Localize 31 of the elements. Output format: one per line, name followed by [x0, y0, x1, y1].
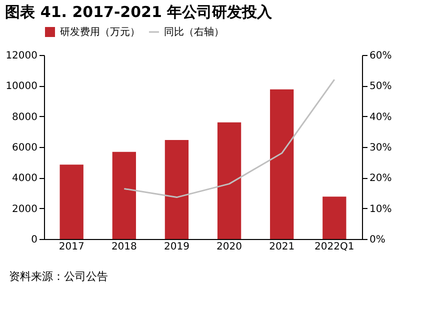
x-tick-label: 2017 — [58, 242, 84, 252]
x-tick-label: 2022Q1 — [314, 242, 354, 252]
y-tick-label: 8000 — [12, 112, 38, 123]
x-tick-label: 2020 — [216, 242, 242, 252]
y2-tick-label: 30% — [370, 142, 392, 154]
y-tick-label: 2000 — [12, 204, 38, 215]
bar — [322, 196, 346, 239]
y-tick-label: 10000 — [6, 81, 38, 92]
legend-label: 研发费用（万元） — [60, 26, 140, 38]
bar — [60, 164, 84, 239]
y-tick-label: 6000 — [12, 142, 38, 154]
x-tick-label: 2018 — [111, 242, 137, 252]
text: 资料来源：公司公告 — [9, 270, 108, 283]
bar — [112, 152, 136, 239]
y2-tick-label: 20% — [370, 173, 392, 184]
legend-label: 同比（右轴） — [164, 26, 224, 38]
bar — [270, 89, 294, 239]
x-tick-label: 2021 — [269, 242, 295, 252]
bar — [217, 122, 242, 239]
y2-tick-label: 10% — [370, 204, 392, 215]
line-series — [123, 78, 336, 198]
y2-tick-label: 40% — [370, 112, 392, 123]
x-tick-label: 2019 — [164, 242, 190, 252]
y-tick-label: 12000 — [6, 50, 38, 62]
y2-tick-label: 50% — [370, 81, 392, 92]
y2-tick-label: 0% — [370, 234, 386, 246]
y-tick-label: 0 — [31, 234, 38, 246]
bar — [164, 140, 189, 239]
y2-tick-label: 60% — [370, 50, 392, 62]
chart-title: 图表 41. 2017-2021 年公司研发投入 — [5, 3, 274, 21]
y-tick-label: 4000 — [12, 173, 38, 184]
